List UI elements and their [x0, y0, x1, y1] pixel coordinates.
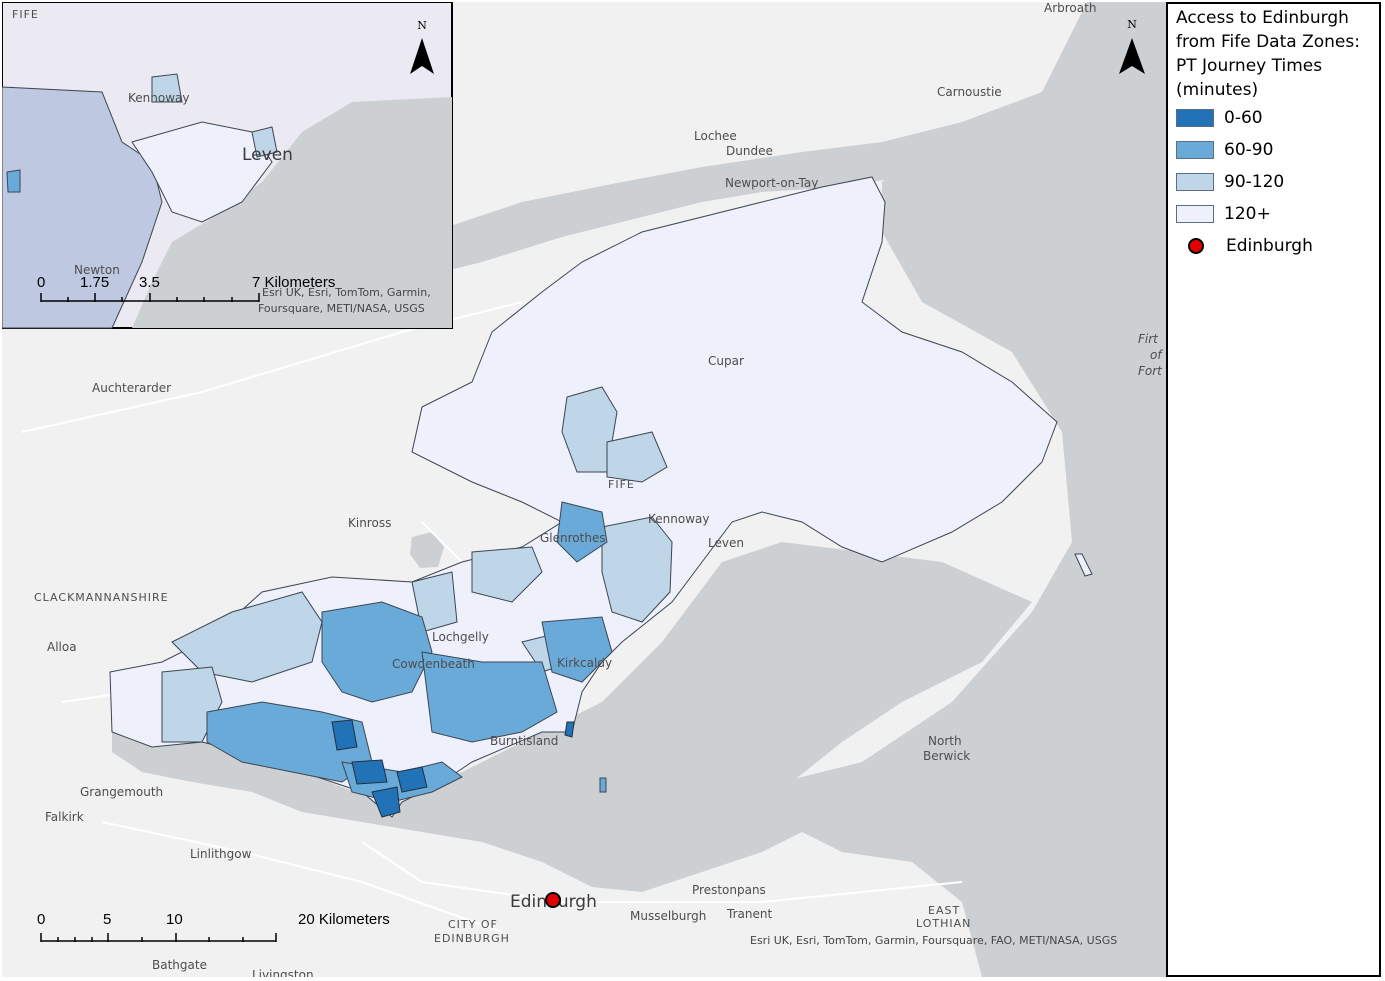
- main-north-arrow-icon: N: [1119, 18, 1145, 74]
- inset-zone-west: [6, 169, 21, 193]
- main-scale-tick-0: 0: [37, 911, 45, 928]
- legend-label-120-plus: 120+: [1224, 204, 1271, 224]
- label-firth-1: Firt: [1138, 332, 1159, 346]
- label-east-lothian-2: LOTHIAN: [916, 917, 971, 930]
- inset-zones-leven: [131, 121, 273, 223]
- inset-north-label: N: [417, 19, 427, 32]
- legend: Access to Edinburgh from Fife Data Zones…: [1176, 6, 1376, 262]
- legend-title: Access to Edinburgh from Fife Data Zones…: [1176, 8, 1360, 100]
- label-carnoustie: Carnoustie: [937, 85, 1002, 99]
- main-map[interactable]: Arbroath Carnoustie Lochee Dundee Newpor…: [2, 2, 1168, 977]
- label-lochgelly: Lochgelly: [432, 630, 489, 644]
- inset-zone-large: [2, 86, 163, 329]
- legend-item-0-60: 0-60: [1176, 102, 1376, 134]
- label-north-berwick-1: North: [928, 734, 962, 748]
- inset-attribution-1: Esri UK, Esri, TomTom, Garmin,: [262, 286, 431, 299]
- fife-zones-60-90: [206, 501, 613, 803]
- label-alloa: Alloa: [47, 640, 77, 654]
- inchkeith-island: [599, 777, 607, 793]
- label-kennoway: Kennoway: [648, 512, 709, 526]
- label-east-lothian-1: EAST: [928, 904, 960, 917]
- inset-zone-kennoway: [151, 73, 183, 103]
- label-newport: Newport-on-Tay: [725, 176, 818, 190]
- label-cupar: Cupar: [708, 354, 744, 368]
- isle-of-may: [1074, 553, 1093, 577]
- label-linlithgow: Linlithgow: [190, 847, 252, 861]
- inset-attribution-2: Foursquare, METI/NASA, USGS: [258, 302, 425, 315]
- north-sea: [782, 2, 1166, 977]
- main-north-label: N: [1127, 18, 1137, 31]
- inset-scale-bar: 0 1.75 3.5 7 Kilometers: [37, 274, 335, 302]
- edinburgh-point-marker[interactable]: [545, 892, 561, 908]
- label-arbroath: Arbroath: [1044, 2, 1096, 15]
- loch-leven: [410, 532, 444, 568]
- label-firth-2: of: [1150, 348, 1163, 362]
- label-prestonpans: Prestonpans: [692, 883, 766, 897]
- label-clackmannanshire: CLACKMANNANSHIRE: [34, 591, 169, 604]
- fife-zones-0-60: [331, 719, 575, 818]
- legend-swatch-90-120: [1176, 173, 1214, 191]
- label-city-of-edinburgh-1: CITY OF: [448, 918, 498, 931]
- legend-label-edinburgh: Edinburgh: [1226, 236, 1313, 256]
- legend-item-edinburgh: Edinburgh: [1176, 230, 1376, 262]
- label-firth-3: Fort: [1138, 364, 1163, 378]
- main-scale-tick-2: 10: [166, 911, 183, 928]
- label-kinross: Kinross: [348, 516, 391, 530]
- legend-label-90-120: 90-120: [1224, 172, 1285, 192]
- legend-label-60-90: 60-90: [1224, 140, 1274, 160]
- label-tranent: Tranent: [726, 907, 772, 921]
- inset-label-leven: Leven: [242, 145, 293, 165]
- legend-item-90-120: 90-120: [1176, 166, 1376, 198]
- firth-of-tay: [432, 122, 962, 272]
- label-city-of-edinburgh-2: EDINBURGH: [434, 932, 510, 945]
- label-glenrothes: Glenrothes: [540, 531, 606, 545]
- label-falkirk: Falkirk: [45, 810, 84, 824]
- legend-item-120-plus: 120+: [1176, 198, 1376, 230]
- main-scale-bar: 0 5 10 20 Kilometers: [37, 911, 390, 942]
- inset-label-fife: FIFE: [12, 8, 39, 21]
- label-fife: FIFE: [608, 478, 635, 491]
- inset-scale-tick-0: 0: [37, 274, 45, 291]
- inset-scale-tick-1: 1.75: [80, 274, 109, 291]
- label-dundee: Dundee: [726, 144, 773, 158]
- legend-item-60-90: 60-90: [1176, 134, 1376, 166]
- legend-swatch-0-60: [1176, 109, 1214, 127]
- label-leven: Leven: [708, 536, 744, 550]
- label-grangemouth: Grangemouth: [80, 785, 163, 799]
- label-livingston: Livingston: [252, 968, 314, 977]
- legend-swatch-60-90: [1176, 141, 1214, 159]
- inset-north-arrow-icon: N: [410, 19, 434, 74]
- inset-zone-east: [251, 126, 278, 158]
- label-auchterarder: Auchterarder: [92, 381, 171, 395]
- label-burntisland: Burntisland: [490, 734, 558, 748]
- legend-swatch-120-plus: [1176, 205, 1214, 223]
- legend-edinburgh-dot-icon: [1188, 238, 1204, 254]
- main-map-canvas: Arbroath Carnoustie Lochee Dundee Newpor…: [2, 2, 1166, 977]
- inset-label-kennoway: Kennoway: [128, 91, 189, 105]
- inset-scale-tick-2: 3.5: [139, 274, 160, 291]
- main-scale-tick-1: 5: [103, 911, 111, 928]
- main-attribution: Esri UK, Esri, TomTom, Garmin, Foursquar…: [750, 934, 1117, 947]
- label-musselburgh: Musselburgh: [630, 909, 706, 923]
- label-kirkcaldy: Kirkcaldy: [557, 656, 612, 670]
- place-labels: Arbroath Carnoustie Lochee Dundee Newpor…: [34, 2, 1163, 977]
- label-bathgate: Bathgate: [152, 958, 207, 972]
- label-lochee: Lochee: [694, 129, 737, 143]
- label-cowdenbeath: Cowdenbeath: [392, 657, 475, 671]
- legend-label-0-60: 0-60: [1224, 108, 1263, 128]
- inset-map[interactable]: FIFE Kennoway Leven Newton N 0 1.75 3.5 …: [2, 2, 453, 329]
- inset-label-newton: Newton: [74, 263, 120, 277]
- inset-sea: [132, 97, 452, 328]
- label-north-berwick-2: Berwick: [923, 749, 970, 763]
- main-scale-end-label: 20 Kilometers: [298, 911, 390, 928]
- inset-scale-end-label: 7 Kilometers: [252, 274, 335, 291]
